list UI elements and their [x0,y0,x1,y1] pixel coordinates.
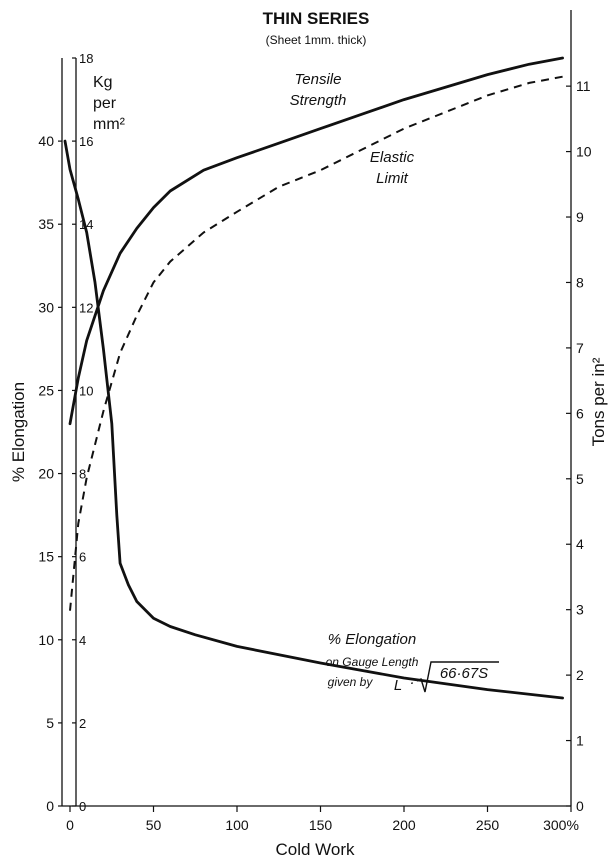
series-layer [63,56,564,700]
elongation-axis-ticks: 0 5 10 15 20 25 30 35 40 [38,133,62,814]
tons-tick-label: 3 [576,602,584,618]
elongation-tick-label: 15 [38,549,54,565]
formula-l: L [394,677,402,694]
tons-tick-label: 9 [576,209,584,225]
chart-title: THIN SERIES [263,9,370,28]
kg-tick-label: 4 [79,633,86,648]
series-line-elastic-limit [69,75,563,611]
tons-tick-label: 2 [576,667,584,683]
elongation-tick-label: 20 [38,466,54,482]
kg-tick-label: 6 [79,550,86,565]
elastic-label-line-2: Limit [376,170,409,187]
x-tick-label: 150 [309,817,333,833]
tons-tick-label: 7 [576,340,584,356]
x-tick-label: 50 [146,817,162,833]
elongation-curve-label: % Elongation [328,631,416,648]
x-tick-label: 200 [392,817,416,833]
x-tick-label: 300% [543,817,579,833]
x-tick-label: 250 [476,817,500,833]
x-axis-title: Cold Work [275,840,355,859]
kg-units-line-3: mm² [93,116,126,133]
elongation-tick-label: 10 [38,632,54,648]
kg-units-line-1: Kg [93,74,113,91]
tons-axis-ticks: 0 1 2 3 4 5 6 7 8 9 10 11 [566,78,592,814]
x-axis-ticks: 0 50 100 150 200 250 300% [66,806,579,833]
kg-tick-label: 12 [79,300,93,315]
tons-tick-label: 10 [576,144,592,160]
tensile-label-line-1: Tensile [295,71,342,88]
tons-tick-label: 0 [576,798,584,814]
elongation-tick-label: 25 [38,382,54,398]
formula-dot: · [410,674,415,691]
tons-tick-label: 11 [576,78,591,94]
elongation-gauge-label: on Gauge Length [326,655,419,669]
tensile-label-line-2: Strength [290,92,347,109]
chart-subtitle: (Sheet 1mm. thick) [266,33,367,47]
elongation-tick-label: 40 [38,133,54,149]
x-tick-label: 0 [66,817,74,833]
kg-units-line-2: per [93,95,117,112]
radical-sign-icon [416,661,499,693]
formula-value: 66·67S [440,665,488,682]
series-line-tensile-strength [68,56,564,426]
elastic-label-line-1: Elastic [370,149,415,166]
kg-tick-label: 16 [79,134,93,149]
tons-tick-label: 8 [576,274,584,290]
elongation-given-by-label: given by [328,675,374,689]
tons-tick-label: 4 [576,536,584,552]
elongation-axis-title: % Elongation [9,382,28,482]
elongation-tick-label: 0 [46,798,54,814]
elongation-tick-label: 35 [38,216,54,232]
kg-tick-label: 8 [79,467,86,482]
kg-tick-label: 0 [79,799,86,814]
kg-tick-label: 2 [79,716,86,731]
kg-tick-label: 18 [79,51,93,66]
x-tick-label: 100 [225,817,249,833]
tons-tick-label: 6 [576,405,584,421]
series-line-elongation [63,139,564,700]
elongation-tick-label: 30 [38,299,54,315]
tons-axis-title: Tons per in² [589,357,608,446]
tons-tick-label: 1 [576,733,584,749]
tons-tick-label: 5 [576,471,584,487]
elongation-tick-label: 5 [46,715,54,731]
kg-tick-label: 10 [79,383,93,398]
